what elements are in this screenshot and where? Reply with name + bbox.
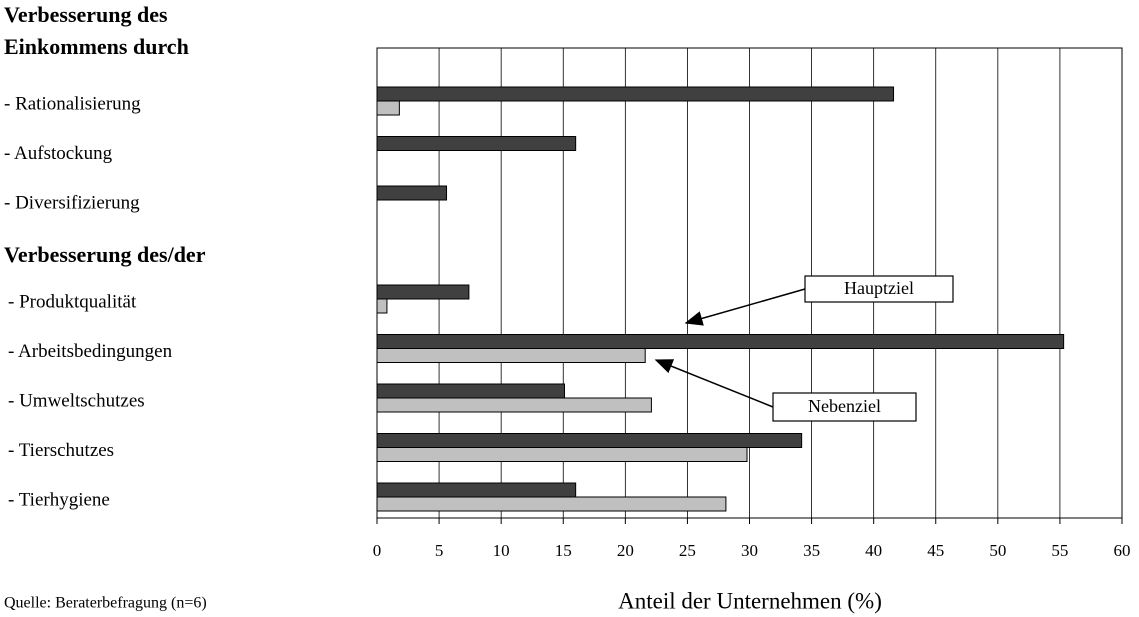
bar	[376, 447, 748, 462]
bar	[376, 334, 1065, 349]
x-tick-label: 45	[927, 541, 944, 560]
x-tick-label: 20	[617, 541, 634, 560]
x-tick-label: 5	[435, 541, 444, 560]
category-label: - Rationalisierung	[4, 93, 141, 114]
bar	[376, 348, 646, 363]
legend-arrow	[684, 288, 806, 326]
group-heading: Verbesserung des	[4, 2, 168, 27]
bar	[376, 100, 400, 116]
category-label: - Diversifizierung	[4, 192, 140, 213]
bar	[376, 284, 470, 300]
category-label: - Produktqualität	[8, 291, 137, 312]
bar	[376, 86, 895, 102]
x-tick-label: 60	[1114, 541, 1131, 560]
x-axis-label: Anteil der Unternehmen (%)	[618, 588, 882, 613]
category-label: - Tierschutzes	[8, 440, 114, 461]
x-tick-label: 0	[373, 541, 382, 560]
category-label: - Arbeitsbedingungen	[8, 341, 173, 362]
source: Quelle: Beraterbefragung (n=6)	[4, 595, 207, 612]
x-tick-label: 15	[555, 541, 572, 560]
x-tick-label: 10	[493, 541, 510, 560]
bar	[376, 482, 577, 498]
x-tick-label: 50	[989, 541, 1006, 560]
x-tick-label: 35	[803, 541, 820, 560]
legend-label: Hauptziel	[844, 278, 914, 298]
bar	[376, 433, 803, 448]
group-heading: Einkommens durch	[4, 34, 189, 59]
bar	[376, 383, 565, 399]
legend-box	[772, 392, 917, 422]
bar	[376, 185, 448, 201]
bar	[376, 298, 388, 314]
x-tick-label: 25	[679, 541, 696, 560]
x-tick-label: 30	[741, 541, 758, 560]
bar	[376, 496, 727, 512]
bar	[376, 397, 652, 413]
category-label: - Aufstockung	[4, 143, 113, 164]
plot-frame	[376, 47, 1123, 519]
x-tick-label: 55	[1051, 541, 1068, 560]
group-heading: Verbesserung des/der	[4, 242, 206, 267]
bar	[376, 136, 577, 151]
legend-label: Nebenziel	[808, 396, 881, 416]
category-label: - Umweltschutzes	[8, 390, 145, 411]
category-label: - Tierhygiene	[8, 489, 110, 510]
legend-arrow	[654, 359, 774, 408]
x-tick-label: 40	[865, 541, 882, 560]
legend-box	[804, 275, 954, 303]
